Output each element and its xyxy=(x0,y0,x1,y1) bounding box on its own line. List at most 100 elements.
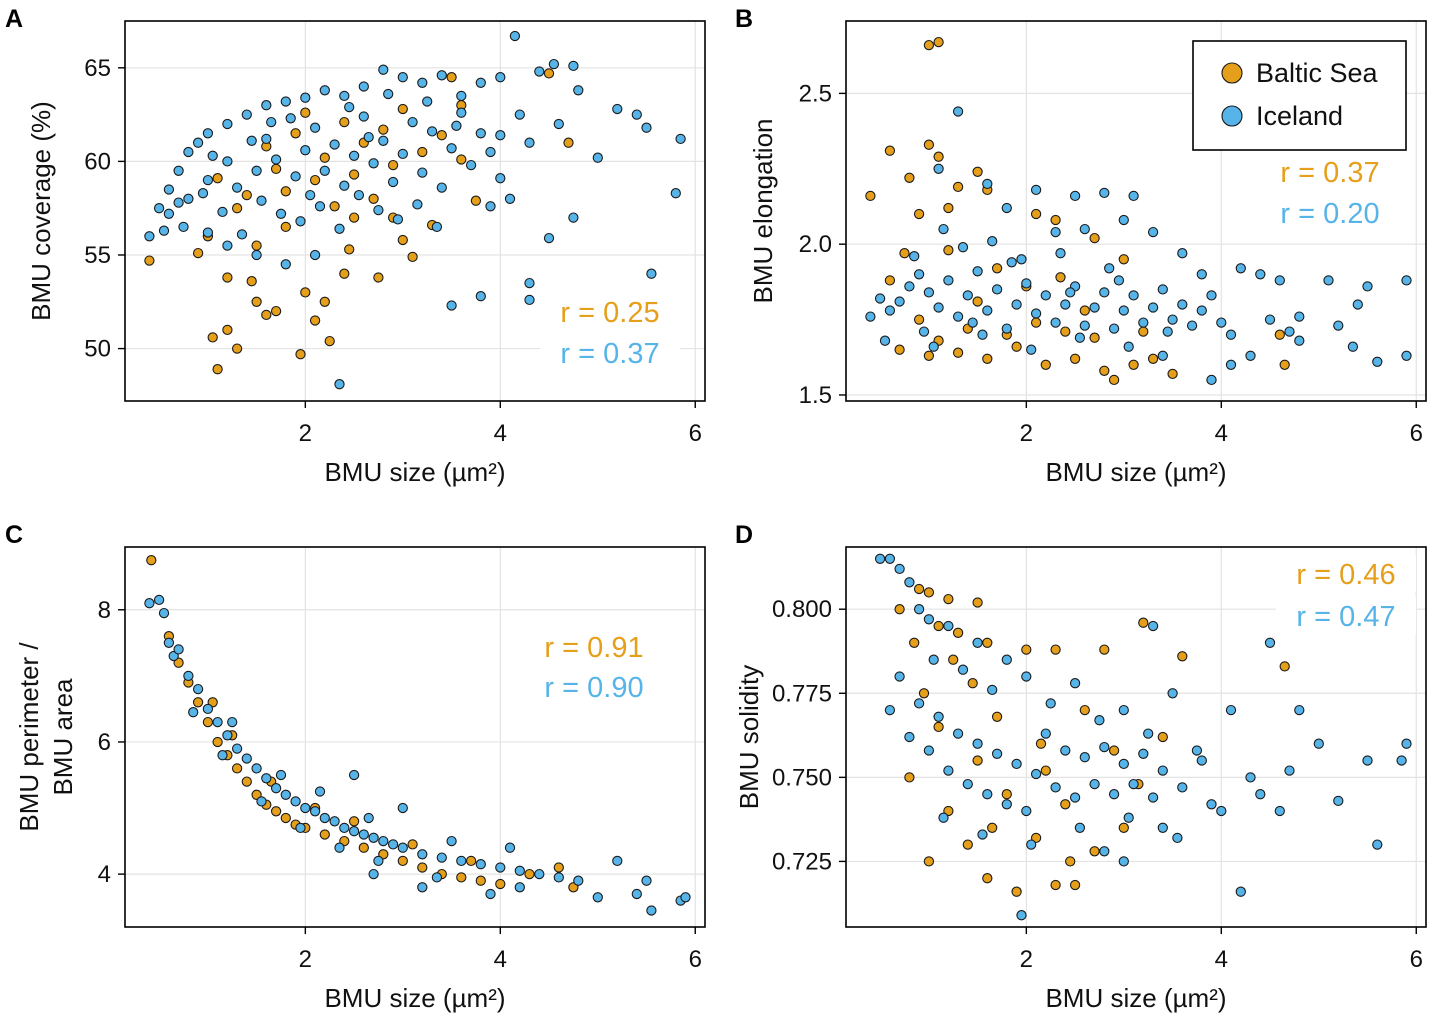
panel-a-point-iceland xyxy=(363,131,374,143)
panel-c-y-tick-label: 8 xyxy=(98,597,111,624)
panel-d-point-baltic-sea xyxy=(1050,879,1061,891)
panel-a-point-iceland xyxy=(339,90,350,102)
panel-a-point-iceland xyxy=(222,118,233,130)
panel-a: A 2 4 6 50 55 60 65 BMU size (µm²) BMU coverage … xyxy=(5,5,706,487)
panel-a-point-iceland xyxy=(285,113,296,124)
panel-c-point-iceland xyxy=(348,826,360,837)
panel-c-point-iceland xyxy=(300,802,311,814)
panel-b-point-iceland xyxy=(1055,248,1066,259)
panel-c-point-baltic-sea xyxy=(524,868,535,880)
panel-a-point-iceland xyxy=(417,167,428,178)
panel-d-point-iceland xyxy=(1177,782,1188,793)
panel-c-point-baltic-sea xyxy=(407,839,418,850)
panel-d-point-iceland xyxy=(1167,688,1178,699)
panel-b-point-iceland xyxy=(1099,187,1110,199)
panel-d-x-tick-label: 4 xyxy=(1215,946,1228,973)
panel-b-point-iceland xyxy=(1245,350,1256,361)
panel-a-point-iceland xyxy=(641,122,652,133)
panel-a-point-iceland xyxy=(300,92,311,103)
panel-a-point-iceland xyxy=(514,109,525,120)
panel-a-point-baltic-sea xyxy=(212,364,223,375)
panel-c-point-iceland xyxy=(153,594,165,606)
panel-a-point-iceland xyxy=(495,130,506,141)
panel-b-point-iceland xyxy=(1118,305,1129,316)
panel-c-point-iceland xyxy=(241,753,252,764)
panel-a-point-iceland xyxy=(236,229,248,240)
panel-a-point-iceland xyxy=(485,201,496,212)
panel-a-point-iceland xyxy=(183,146,194,158)
panel-b-point-baltic-sea xyxy=(1079,305,1090,316)
panel-b-point-iceland xyxy=(952,311,964,322)
panel-d-point-iceland xyxy=(1128,778,1139,790)
panel-d-point-baltic-sea xyxy=(904,772,915,783)
panel-b-point-baltic-sea xyxy=(1118,254,1129,265)
panel-a-point-iceland xyxy=(251,165,262,176)
panel-a-point-iceland xyxy=(163,184,175,195)
panel-a-point-iceland xyxy=(431,221,443,233)
panel-b-y-tick-label: 1.5 xyxy=(799,382,832,409)
panel-c-point-iceland xyxy=(368,832,379,843)
panel-c-point-iceland xyxy=(363,812,374,824)
panel-c-point-iceland xyxy=(256,796,267,807)
panel-a-point-baltic-sea xyxy=(300,287,311,298)
panel-b-x-tick-label: 2 xyxy=(1020,420,1033,447)
panel-c-point-iceland xyxy=(436,852,447,863)
panel-a-point-iceland xyxy=(456,90,467,102)
panel-b-point-baltic-sea xyxy=(952,347,964,358)
panel-d-point-baltic-sea xyxy=(933,721,944,733)
panel-d-point-iceland xyxy=(913,604,925,615)
panel-d-point-baltic-sea xyxy=(1060,799,1071,810)
panel-b-point-iceland xyxy=(865,311,876,322)
panel-d-point-iceland xyxy=(1094,715,1105,726)
panel-c-plot-frame xyxy=(124,546,706,928)
panel-a-point-iceland xyxy=(509,30,521,42)
panel-a-point-iceland xyxy=(504,193,516,204)
panel-b-point-iceland xyxy=(1206,374,1217,386)
panel-b-point-baltic-sea xyxy=(884,275,896,286)
panel-d-point-iceland xyxy=(1001,654,1012,665)
panel-a-point-baltic-sea xyxy=(397,103,408,115)
legend-box xyxy=(1192,40,1407,151)
panel-a-point-iceland xyxy=(353,189,365,201)
panel-b-point-iceland xyxy=(1079,320,1090,331)
panel-a-point-baltic-sea xyxy=(192,247,204,259)
panel-c-r-label-baltic-sea: r = 0.91 xyxy=(544,632,643,664)
panel-b-point-iceland xyxy=(1177,248,1188,259)
panel-d-point-baltic-sea xyxy=(982,637,993,648)
panel-a-point-baltic-sea xyxy=(339,116,350,128)
panel-b-x-axis-label: BMU size (µm²) xyxy=(1045,457,1226,487)
panel-a-point-iceland xyxy=(246,135,257,146)
panel-b-point-baltic-sea xyxy=(923,350,935,361)
panel-a-point-iceland xyxy=(222,156,233,167)
panel-d-point-iceland xyxy=(1372,839,1383,850)
panel-d-point-iceland xyxy=(913,698,925,709)
panel-c-point-iceland xyxy=(475,859,486,870)
panel-d-r-label-iceland: r = 0.47 xyxy=(1296,601,1395,633)
panel-a-point-baltic-sea xyxy=(300,107,311,118)
panel-d-point-iceland xyxy=(1069,678,1081,689)
panel-b-point-iceland xyxy=(943,275,954,286)
panel-b-point-baltic-sea xyxy=(972,296,983,307)
panel-c-point-iceland xyxy=(188,707,199,718)
panel-b-point-iceland xyxy=(1401,275,1412,286)
panel-c-point-iceland xyxy=(431,872,443,883)
panel-b-point-iceland xyxy=(1264,314,1276,325)
panel-b-point-baltic-sea xyxy=(991,263,1003,274)
panel-d-point-iceland xyxy=(923,745,935,756)
panel-b-point-iceland xyxy=(1147,226,1159,238)
panel-a-point-iceland xyxy=(495,173,506,184)
panel-d-point-iceland xyxy=(1030,768,1042,780)
panel-c-point-iceland xyxy=(212,716,223,728)
panel-d-point-baltic-sea xyxy=(894,604,905,615)
panel-a-point-baltic-sea xyxy=(270,305,282,317)
panel-d-point-iceland xyxy=(1206,799,1217,810)
panel-b-point-iceland xyxy=(1255,269,1266,280)
panel-b-point-iceland xyxy=(1065,287,1076,298)
panel-d-point-iceland xyxy=(933,711,944,722)
panel-b-point-iceland xyxy=(933,302,944,313)
panel-b-point-baltic-sea xyxy=(884,145,896,156)
panel-a-point-iceland xyxy=(217,206,228,218)
panel-b-r-label-iceland: r = 0.20 xyxy=(1280,198,1379,230)
panel-b-point-iceland xyxy=(1050,317,1061,328)
panel-d-point-iceland xyxy=(1294,704,1305,716)
